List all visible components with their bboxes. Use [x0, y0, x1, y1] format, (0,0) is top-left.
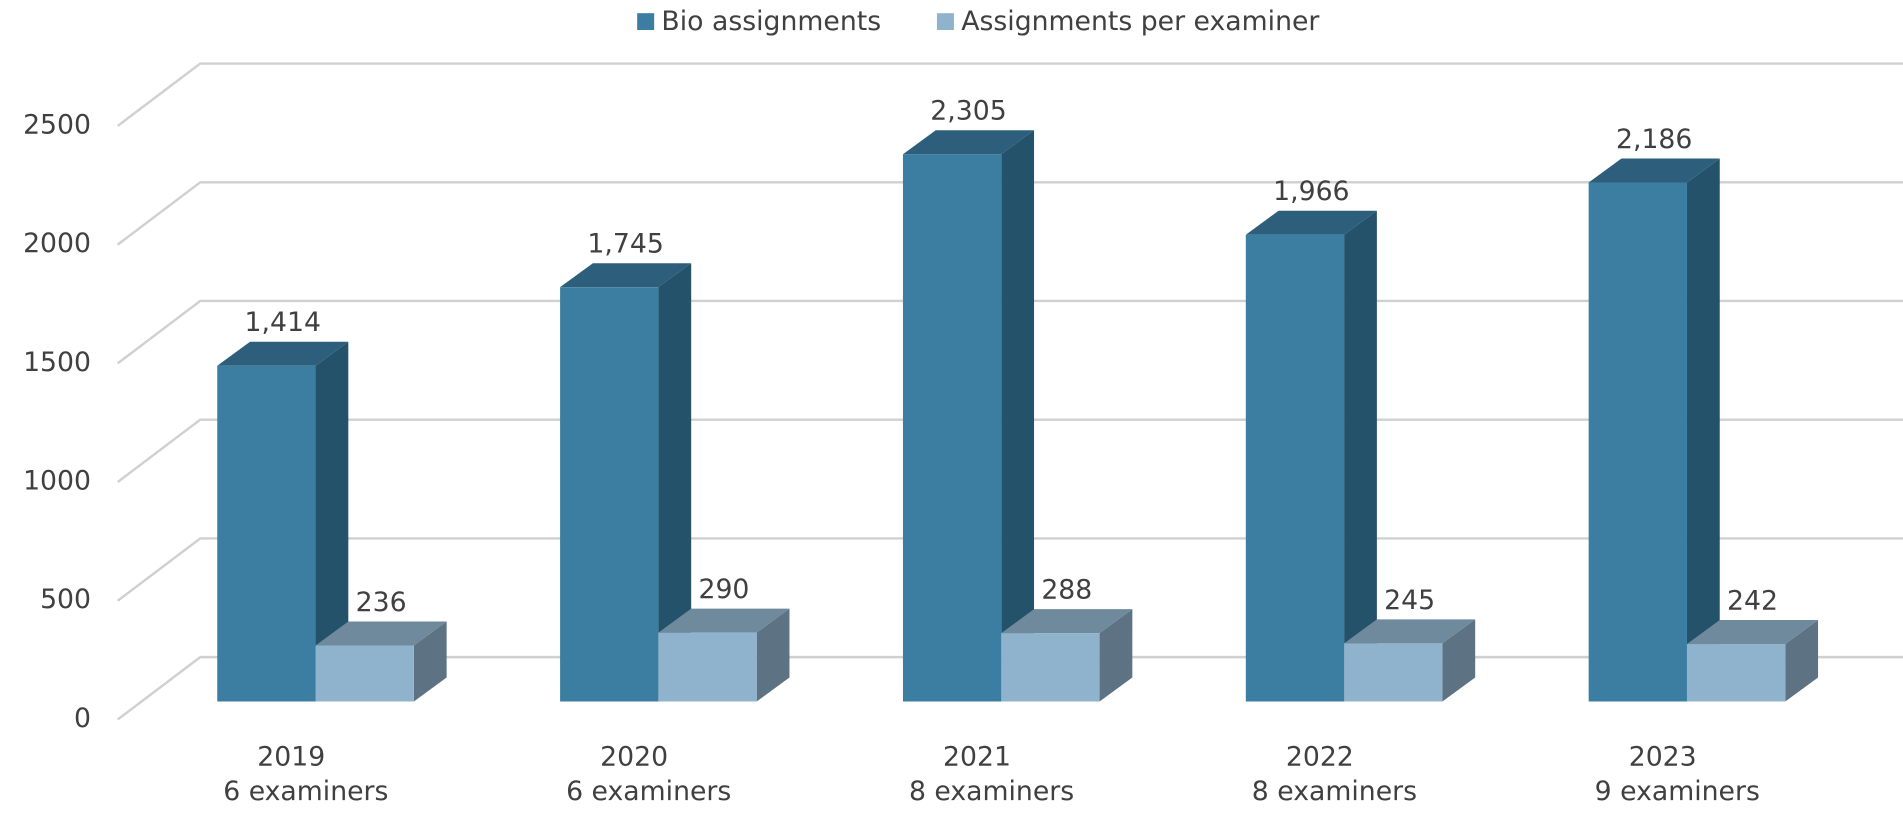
bar: [1588, 182, 1687, 702]
legend-label: Assignments per examiner: [961, 6, 1319, 37]
y-tick-label: 2000: [23, 228, 91, 259]
bar-top: [1245, 210, 1377, 235]
bar-side: [1442, 619, 1476, 702]
bar-top: [217, 341, 349, 366]
bar: [902, 154, 1002, 702]
y-tick-label: 2500: [23, 110, 91, 141]
bar: [1245, 234, 1345, 702]
x-tick-label: 2020: [600, 741, 668, 772]
bar-top: [658, 608, 790, 633]
data-label: 2,305: [930, 96, 1006, 127]
grid-line: [116, 181, 1903, 246]
data-label: 245: [1384, 585, 1435, 616]
data-label: 1,745: [587, 229, 663, 260]
legend-swatch: [936, 13, 954, 30]
bar-side: [413, 621, 447, 702]
bar-top: [1344, 619, 1476, 644]
x-tick-sublabel: 6 examiners: [566, 776, 731, 807]
x-tick-label: 2019: [257, 741, 325, 772]
data-label: 242: [1727, 586, 1778, 617]
x-tick-label: 2021: [943, 741, 1011, 772]
data-label: 290: [698, 574, 749, 605]
x-tick-label: 2023: [1629, 741, 1697, 772]
bar-top: [560, 263, 692, 288]
bar: [1686, 644, 1786, 702]
x-tick-sublabel: 9 examiners: [1595, 776, 1760, 807]
x-tick-sublabel: 8 examiners: [909, 776, 1074, 807]
y-tick-label: 1500: [23, 347, 91, 378]
bar-side: [1001, 130, 1035, 702]
data-label: 288: [1041, 575, 1092, 606]
y-tick-label: 1000: [23, 466, 91, 497]
bar-side: [1099, 609, 1133, 702]
bar: [1001, 633, 1100, 702]
bar: [1344, 643, 1443, 702]
bar-top: [315, 621, 447, 646]
bar-top: [1588, 158, 1720, 183]
x-tick-sublabel: 8 examiners: [1252, 776, 1417, 807]
bar: [217, 365, 316, 702]
bar: [560, 287, 659, 702]
data-label: 2,186: [1616, 124, 1692, 155]
bar-side: [1686, 158, 1720, 702]
bar-top: [1686, 620, 1819, 645]
bar-side: [658, 263, 692, 702]
bar-side: [1344, 210, 1377, 702]
x-tick-label: 2022: [1286, 741, 1354, 772]
data-label: 1,966: [1273, 176, 1349, 207]
bar-top: [1001, 609, 1133, 634]
bar-side: [756, 608, 790, 702]
bar-top: [902, 130, 1035, 155]
bar: [315, 645, 414, 702]
bar-side: [315, 341, 349, 702]
data-label: 1,414: [245, 307, 321, 338]
data-label: 236: [356, 587, 407, 618]
legend-swatch: [637, 13, 655, 30]
y-tick-label: 500: [40, 584, 91, 615]
x-tick-sublabel: 6 examiners: [223, 776, 388, 807]
bar-side: [1785, 620, 1819, 702]
grid-line: [116, 62, 1903, 127]
bar: [658, 632, 757, 702]
y-tick-label: 0: [74, 703, 91, 734]
legend-label: Bio assignments: [661, 6, 881, 37]
